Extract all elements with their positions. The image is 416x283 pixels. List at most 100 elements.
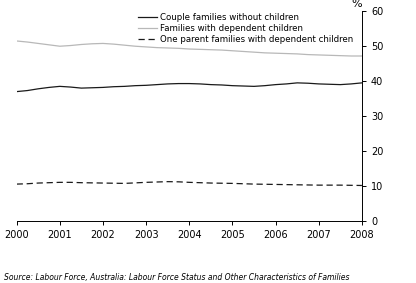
Couple families without children [100, 86, 105, 89]
One parent families with dependent children [230, 182, 235, 185]
Families with dependent children [241, 50, 246, 53]
Couple families without children [219, 83, 224, 87]
Families with dependent children [262, 51, 267, 55]
One parent families with dependent children [327, 183, 332, 187]
Families with dependent children [230, 49, 235, 52]
One parent families with dependent children [100, 181, 105, 185]
Couple families without children [316, 82, 321, 86]
One parent families with dependent children [47, 181, 52, 185]
Families with dependent children [68, 44, 73, 47]
One parent families with dependent children [305, 183, 310, 187]
Legend: Couple families without children, Families with dependent children, One parent f: Couple families without children, Famili… [136, 11, 355, 46]
One parent families with dependent children [295, 183, 300, 186]
Couple families without children [133, 84, 138, 87]
Families with dependent children [176, 47, 181, 50]
Families with dependent children [25, 40, 30, 44]
Families with dependent children [273, 52, 278, 55]
Couple families without children [273, 83, 278, 86]
Couple families without children [25, 89, 30, 92]
One parent families with dependent children [68, 181, 73, 184]
Families with dependent children [14, 39, 19, 43]
Families with dependent children [79, 43, 84, 46]
Couple families without children [208, 83, 213, 86]
Couple families without children [176, 82, 181, 85]
Families with dependent children [57, 44, 62, 48]
One parent families with dependent children [273, 183, 278, 186]
One parent families with dependent children [359, 184, 364, 187]
Couple families without children [262, 84, 267, 87]
Families with dependent children [252, 50, 257, 54]
Couple families without children [165, 82, 170, 86]
Couple families without children [187, 82, 192, 85]
Families with dependent children [338, 54, 343, 57]
Couple families without children [111, 85, 116, 88]
Couple families without children [122, 85, 127, 88]
Couple families without children [327, 83, 332, 86]
Couple families without children [338, 83, 343, 86]
One parent families with dependent children [144, 181, 149, 184]
Families with dependent children [144, 45, 149, 49]
One parent families with dependent children [14, 183, 19, 186]
One parent families with dependent children [198, 181, 203, 185]
One parent families with dependent children [122, 182, 127, 185]
Families with dependent children [359, 54, 364, 58]
One parent families with dependent children [25, 182, 30, 185]
One parent families with dependent children [79, 181, 84, 185]
Families with dependent children [122, 44, 127, 47]
Couple families without children [230, 84, 235, 87]
Couple families without children [359, 81, 364, 85]
One parent families with dependent children [187, 181, 192, 184]
Couple families without children [144, 83, 149, 87]
One parent families with dependent children [241, 182, 246, 185]
Families with dependent children [100, 42, 105, 45]
Couple families without children [79, 86, 84, 90]
Families with dependent children [327, 53, 332, 57]
Families with dependent children [47, 43, 52, 46]
Text: %: % [351, 0, 362, 9]
One parent families with dependent children [133, 181, 138, 185]
Families with dependent children [165, 46, 170, 50]
Couple families without children [295, 81, 300, 85]
Line: Families with dependent children: Families with dependent children [17, 41, 362, 56]
Families with dependent children [295, 52, 300, 55]
One parent families with dependent children [154, 180, 159, 184]
Couple families without children [349, 82, 354, 86]
One parent families with dependent children [176, 180, 181, 183]
One parent families with dependent children [36, 181, 41, 185]
Families with dependent children [316, 53, 321, 57]
Families with dependent children [198, 48, 203, 51]
Couple families without children [57, 85, 62, 88]
Families with dependent children [284, 52, 289, 55]
One parent families with dependent children [90, 181, 95, 185]
Couple families without children [154, 83, 159, 86]
Families with dependent children [208, 48, 213, 52]
One parent families with dependent children [338, 183, 343, 187]
Couple families without children [198, 82, 203, 86]
Families with dependent children [133, 44, 138, 48]
Text: Source: Labour Force, Australia: Labour Force Status and Other Characteristics o: Source: Labour Force, Australia: Labour … [4, 273, 350, 282]
Families with dependent children [36, 42, 41, 45]
One parent families with dependent children [219, 181, 224, 185]
Families with dependent children [219, 48, 224, 52]
Couple families without children [68, 85, 73, 89]
Families with dependent children [187, 47, 192, 51]
One parent families with dependent children [349, 184, 354, 187]
Families with dependent children [349, 54, 354, 58]
Families with dependent children [90, 42, 95, 46]
One parent families with dependent children [316, 183, 321, 187]
One parent families with dependent children [165, 180, 170, 183]
Couple families without children [252, 85, 257, 88]
Families with dependent children [154, 46, 159, 49]
One parent families with dependent children [262, 183, 267, 186]
Couple families without children [284, 82, 289, 86]
One parent families with dependent children [208, 181, 213, 185]
Families with dependent children [111, 42, 116, 46]
Couple families without children [47, 86, 52, 89]
One parent families with dependent children [284, 183, 289, 186]
One parent families with dependent children [111, 181, 116, 185]
Couple families without children [305, 82, 310, 85]
Line: One parent families with dependent children: One parent families with dependent child… [17, 182, 362, 185]
Couple families without children [14, 90, 19, 93]
One parent families with dependent children [252, 183, 257, 186]
Couple families without children [90, 86, 95, 89]
